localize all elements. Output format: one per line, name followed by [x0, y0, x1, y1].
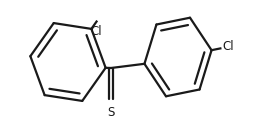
Text: Cl: Cl	[91, 24, 102, 38]
Text: Cl: Cl	[222, 40, 234, 53]
Text: S: S	[107, 106, 115, 119]
